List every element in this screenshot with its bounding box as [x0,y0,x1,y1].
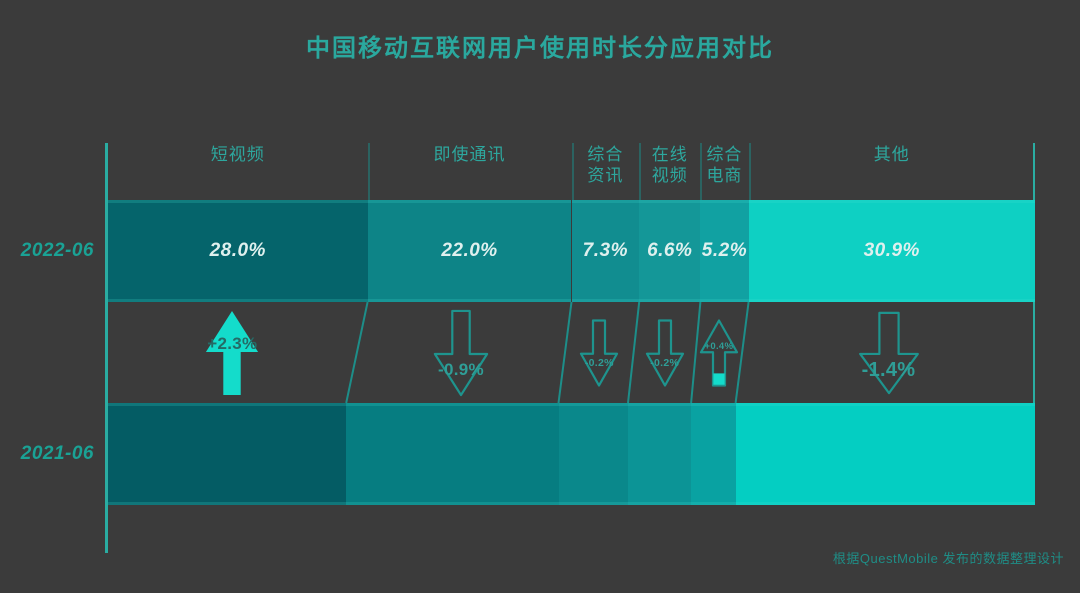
header-divider [571,143,574,200]
connector-lines [345,302,750,403]
connector-line [557,302,573,403]
segment-value-label: 7.3% [582,240,628,261]
bar-segment-2022-06-6: 30.9% [748,200,1035,302]
header-divider [639,143,642,200]
arrow-partial-fill [713,372,725,385]
delta-arrow-up-icon [206,310,259,395]
segment-value-label: 22.0% [441,240,498,261]
category-header-row: 短视频 即使通讯 综合 资讯 在线 视频 综合 电商 其他 [108,140,1035,200]
delta-arrow-down-icon [645,319,685,387]
bar-segment-2021-06-6 [735,403,1035,505]
connector-line [734,302,750,403]
category-label-4: 在线 视频 [651,145,688,185]
category-label-3: 综合 资讯 [587,145,624,185]
segment-value-label: 28.0% [209,240,266,261]
header-divider [748,143,751,200]
header-divider [700,143,703,200]
bar-segment-2021-06-1 [108,403,347,505]
connector-line [627,302,641,403]
delta-value-label: -0.2% [584,356,614,369]
segment-value-label: 5.2% [701,240,748,261]
bar-segment-2022-06-1: 28.0% [108,200,368,302]
delta-indicator-5: +0.4% [699,319,739,387]
delta-value-label: -0.2% [650,356,680,369]
bar-row-2021 [108,403,1035,505]
chart-title: 中国移动互联网用户使用时长分应用对比 [306,35,774,62]
bar-segment-2022-06-5: 5.2% [700,200,749,302]
row-label-2022: 2022-06 [20,240,94,261]
category-label-6: 其他 [873,145,910,164]
delta-value-label: +2.3% [207,333,258,353]
bar-segment-2022-06-4: 6.6% [639,200,701,302]
header-divider [367,143,370,200]
delta-indicator-2: -0.9% [432,309,490,397]
delta-value-label: -1.4% [861,358,916,381]
category-label-2: 即使通讯 [433,145,506,164]
delta-indicator-3: -0.2% [579,319,619,387]
bar-segment-2022-06-3: 7.3% [571,200,640,302]
bar-segment-2021-06-4 [628,403,692,505]
bar-row-2022: 28.0% 22.0% 7.3% 6.6% 5.2% 30.9% [108,200,1035,302]
delta-arrow-up-icon [699,319,739,387]
delta-indicator-6: -1.4% [857,311,921,395]
bar-segment-2021-06-3 [558,403,629,505]
delta-arrow-down-icon [432,309,490,397]
delta-value-label: +0.4% [704,340,734,352]
segment-value-label: 30.9% [863,240,920,261]
y-axis-line [105,143,108,553]
delta-arrow-layer: +2.3% -0.9% -0.2% -0.2% +0.4% -1.4% [108,302,1035,403]
category-label-5: 综合 电商 [706,145,743,185]
delta-arrow-down-icon [579,319,619,387]
connector-line [345,302,369,403]
bar-segment-2021-06-2 [346,403,559,505]
delta-band: +2.3% -0.9% -0.2% -0.2% +0.4% -1.4% [108,302,1035,403]
delta-arrow-down-icon [857,311,921,395]
bar-segment-2022-06-2: 22.0% [367,200,572,302]
chart-area: 短视频 即使通讯 综合 资讯 在线 视频 综合 电商 其他 28.0% 22.0% 7.3% 6… [105,140,1035,553]
category-label-1: 短视频 [210,145,265,164]
bar-segment-2021-06-5 [691,403,736,505]
segment-value-label: 6.6% [647,240,693,261]
connector-line [690,302,702,403]
delta-indicator-1: +2.3% [203,309,261,397]
source-note: 根据QuestMobile 发布的数据整理设计 [832,551,1064,566]
delta-value-label: -0.9% [438,359,484,379]
row-label-2021: 2021-06 [20,443,94,464]
delta-indicator-4: -0.2% [645,319,685,387]
right-boundary-line [1033,143,1035,505]
